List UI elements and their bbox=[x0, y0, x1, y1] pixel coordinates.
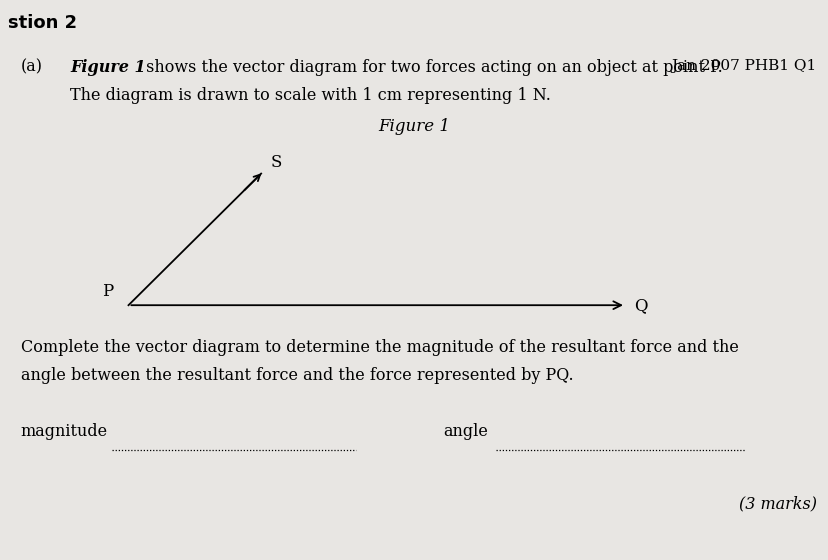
Text: magnitude: magnitude bbox=[21, 423, 108, 440]
Text: The diagram is drawn to scale with 1 cm representing 1 N.: The diagram is drawn to scale with 1 cm … bbox=[70, 87, 551, 104]
Text: Jan 2007 PHB1 Q1: Jan 2007 PHB1 Q1 bbox=[671, 59, 816, 73]
Text: Figure 1: Figure 1 bbox=[70, 59, 146, 76]
Text: S: S bbox=[271, 154, 282, 171]
Text: angle between the resultant force and the force represented by PQ.: angle between the resultant force and th… bbox=[21, 367, 573, 384]
Text: stion 2: stion 2 bbox=[8, 14, 77, 32]
Text: Q: Q bbox=[633, 297, 647, 314]
Text: Complete the vector diagram to determine the magnitude of the resultant force an: Complete the vector diagram to determine… bbox=[21, 339, 738, 356]
Text: (3 marks): (3 marks) bbox=[738, 496, 816, 512]
Text: P: P bbox=[102, 283, 113, 300]
Text: shows the vector diagram for two forces acting on an object at point P.: shows the vector diagram for two forces … bbox=[141, 59, 722, 76]
Text: (a): (a) bbox=[21, 59, 43, 76]
Text: Figure 1: Figure 1 bbox=[378, 118, 450, 134]
Text: angle: angle bbox=[443, 423, 488, 440]
